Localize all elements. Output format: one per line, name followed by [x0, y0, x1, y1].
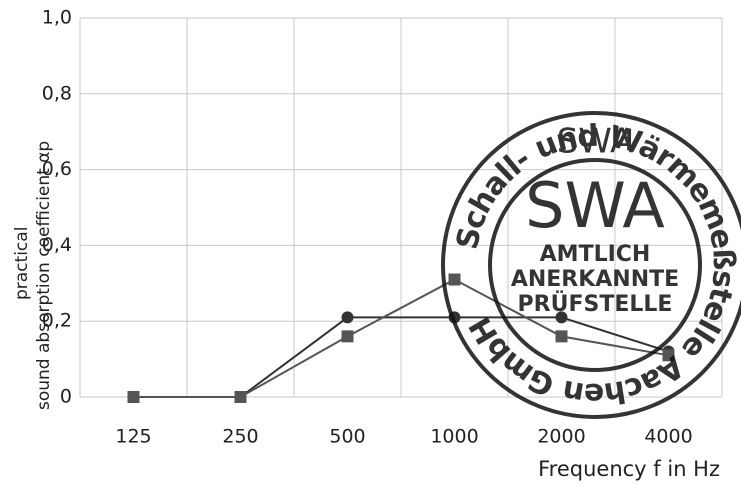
stamp-ring — [441, 111, 741, 419]
stamp-ring — [488, 158, 702, 372]
point — [448, 273, 461, 286]
stamp-logo: SWA — [525, 169, 665, 242]
point — [555, 311, 568, 324]
stamp-line: PRÜFSTELLE — [518, 291, 673, 317]
stamp-logo-top: SWA — [557, 122, 634, 162]
y-tick-label: 0,8 — [42, 82, 72, 104]
x-tick-label: 125 — [115, 426, 151, 448]
point — [662, 349, 675, 362]
x-tick-label: 1000 — [430, 426, 478, 448]
point — [234, 391, 247, 403]
point — [341, 311, 354, 324]
point — [127, 391, 140, 403]
y-label-line: practical — [12, 227, 32, 300]
y-label-line: sound absorption coefficient αp — [34, 141, 54, 410]
x-tick-label: 500 — [329, 426, 365, 448]
y-tick-label: 0,6 — [42, 158, 72, 180]
y-tick-label: 1,0 — [42, 7, 72, 29]
x-tick-label: 4000 — [644, 426, 692, 448]
point — [341, 330, 354, 343]
point — [555, 330, 568, 343]
series-line — [133, 278, 669, 398]
x-axis-label: Frequency f in Hz — [538, 457, 720, 481]
x-tick-label: 250 — [222, 426, 258, 448]
y-tick-label: 0,4 — [42, 234, 72, 256]
y-tick-label: 0 — [60, 386, 72, 408]
stamp-line: ANERKANNTE — [511, 267, 679, 292]
x-tick-label: 2000 — [537, 426, 585, 448]
y-axis-label: practical sound absorption coefficient α… — [12, 141, 54, 410]
stamp: Schall- und Wärmemeßstelle Aachen GmbHSW… — [441, 111, 741, 419]
stamp-line: AMTLICH — [540, 242, 651, 267]
y-tick-label: 0,2 — [42, 310, 72, 332]
